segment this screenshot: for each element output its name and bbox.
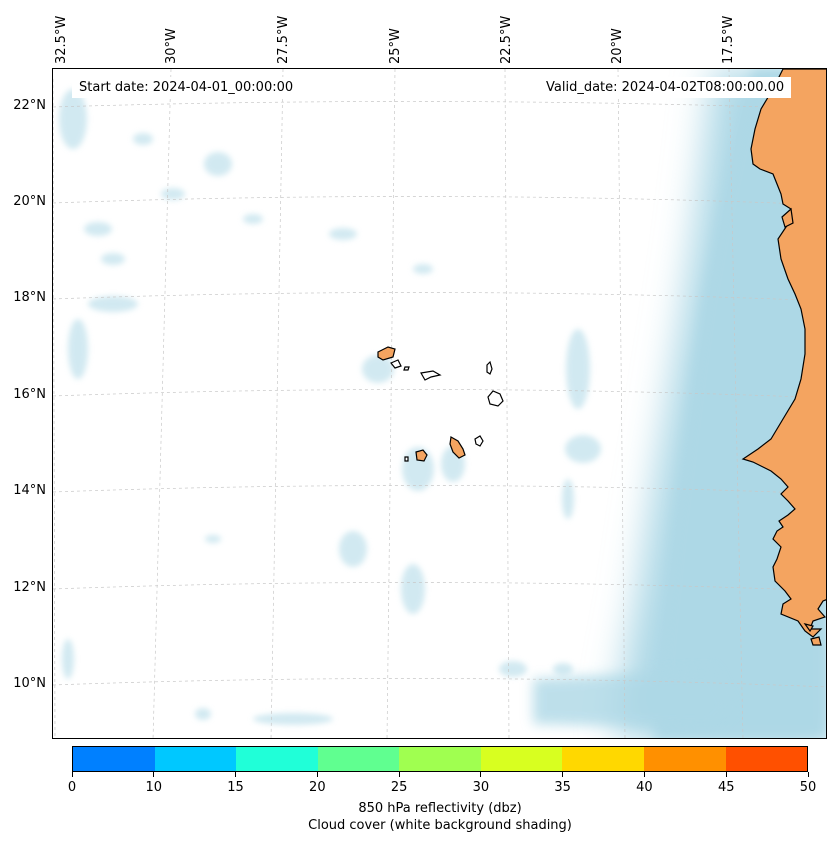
colorbar-tick-label: 40 xyxy=(636,780,653,795)
gridline-lon-30 xyxy=(152,69,172,738)
colorbar-tick-label: 0 xyxy=(67,780,77,795)
lat-label-10n: 10°N xyxy=(13,676,46,691)
island-santa-luzia xyxy=(403,366,410,371)
land-west-african-coast xyxy=(741,69,826,638)
island-santiago xyxy=(449,436,466,459)
lat-label-16n: 16°N xyxy=(13,387,46,402)
valid-date-annotation: Valid_date: 2024-04-02T08:00:00.00 xyxy=(539,77,792,98)
island-boa-vista xyxy=(487,390,504,407)
colorbar-tick-label: 15 xyxy=(227,780,244,795)
colorbar-tick-mark xyxy=(807,772,809,777)
start-date-annotation: Start date: 2024-04-01_00:00:00 xyxy=(72,77,301,98)
land-masses xyxy=(377,69,826,646)
colorbar-segment xyxy=(399,747,481,771)
gridline-lon-27-5 xyxy=(270,69,284,738)
lon-label-25w: 25°W xyxy=(388,28,403,64)
lon-label-22-5w: 22.5°W xyxy=(499,15,514,64)
colorbar-tick-label: 20 xyxy=(309,780,326,795)
colorbar-segment xyxy=(725,747,808,771)
cloud-band-south xyxy=(533,669,733,729)
colorbar-tick-mark xyxy=(643,772,645,777)
gridline-lat-12 xyxy=(53,582,826,592)
gridline-lat-22 xyxy=(53,101,826,110)
lat-label-12n: 12°N xyxy=(13,580,46,595)
island-sal xyxy=(486,360,493,375)
lon-label-20w: 20°W xyxy=(610,28,625,64)
lat-label-14n: 14°N xyxy=(13,483,46,498)
colorbar-segment xyxy=(643,747,726,771)
island-sao-nicolau xyxy=(420,370,442,381)
gridline-lat-16 xyxy=(53,389,826,399)
colorbar-tick-mark xyxy=(153,772,155,777)
island-bissagos-1 xyxy=(803,623,814,633)
cloud-patches xyxy=(59,89,601,725)
gridline-lon-20 xyxy=(617,69,626,738)
colorbar-tick-mark xyxy=(562,772,564,777)
lon-label-27-5w: 27.5°W xyxy=(276,15,291,64)
colorbar-tick-label: 10 xyxy=(145,780,163,795)
colorbar-segment xyxy=(562,747,644,771)
lon-label-32-5w: 32.5°W xyxy=(54,15,69,64)
colorbar-tick-mark xyxy=(235,772,237,777)
colorbar-label-reflectivity: 850 hPa reflectivity (dbz) xyxy=(358,801,522,816)
island-bissagos-2 xyxy=(810,636,822,646)
colorbar-tick-mark xyxy=(398,772,400,777)
colorbar-tick-label: 50 xyxy=(799,780,817,795)
colorbar-tick-label: 45 xyxy=(717,780,735,795)
colorbar-tick-label: 35 xyxy=(554,780,571,795)
graticule xyxy=(53,69,826,738)
gridline-lat-10 xyxy=(53,678,826,688)
gridline-lon-22-5 xyxy=(504,69,510,738)
colorbar-tick-label: 30 xyxy=(472,780,490,795)
land-coast-inlet xyxy=(781,207,794,228)
lat-label-22n: 22°N xyxy=(13,98,46,113)
island-brava xyxy=(404,456,409,462)
colorbar-segment xyxy=(480,747,563,771)
lat-label-18n: 18°N xyxy=(13,290,46,305)
gridline-lon-32-5 xyxy=(53,78,56,738)
map-area[interactable] xyxy=(52,68,827,739)
island-sao-vicente xyxy=(390,359,402,369)
gridline-lat-18 xyxy=(53,292,826,302)
gridline-lon-17-5 xyxy=(728,69,744,738)
colorbar-segment xyxy=(154,747,237,771)
island-fogo xyxy=(415,449,428,462)
cloud-cover-shading xyxy=(59,69,826,738)
colorbar-tick-mark xyxy=(316,772,318,777)
colorbar-tick-label: 25 xyxy=(390,780,408,795)
gridline-lon-25 xyxy=(386,69,396,738)
colorbar-tick-mark xyxy=(725,772,727,777)
colorbar-segment xyxy=(317,747,400,771)
colorbar-label-cloud-cover: Cloud cover (white background shading) xyxy=(308,818,572,833)
island-maio xyxy=(474,435,484,447)
colorbar-segment xyxy=(73,747,155,771)
colorbar-tick-mark xyxy=(71,772,73,777)
lat-label-20n: 20°N xyxy=(13,194,46,209)
lon-label-17-5w: 17.5°W xyxy=(721,15,736,64)
map-canvas xyxy=(53,69,826,738)
colorbar-tick-mark xyxy=(480,772,482,777)
gridline-lat-14 xyxy=(53,485,826,495)
lon-label-30w: 30°W xyxy=(164,28,179,64)
gridline-lat-20 xyxy=(53,196,826,206)
colorbar-segment xyxy=(236,747,318,771)
island-santo-antao xyxy=(377,346,396,361)
reflectivity-colorbar xyxy=(72,746,808,772)
